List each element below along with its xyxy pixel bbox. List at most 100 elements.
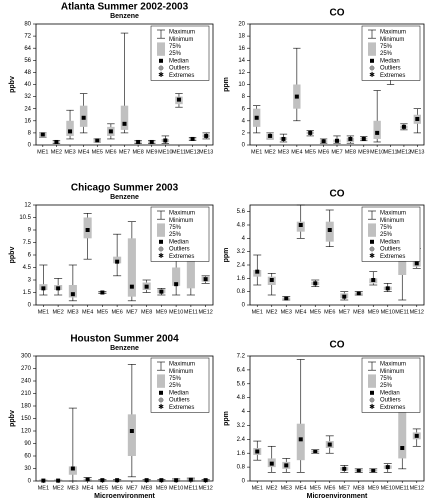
legend-label: Extremes <box>380 405 405 411</box>
median <box>414 433 419 438</box>
x-tick-label: ME1 <box>251 149 262 155</box>
chart-title: CO <box>330 8 345 19</box>
x-tick-label: ME2 <box>52 309 63 315</box>
x-tick-label: ME9 <box>358 149 369 155</box>
plot-frame <box>249 204 425 306</box>
legend-label: Median <box>380 390 400 396</box>
legend-label: Minimum <box>380 218 404 224</box>
x-tick-label: ME11 <box>384 149 398 155</box>
median <box>190 136 195 141</box>
legend-label: Extremes <box>380 254 405 260</box>
median <box>144 284 149 289</box>
y-axis-label: ppbv <box>9 247 16 264</box>
y-tick-label: 4 <box>242 236 246 242</box>
y-tick-label: 60 <box>24 454 31 460</box>
median <box>204 133 209 138</box>
y-axis-label: ppm <box>223 411 230 426</box>
y-tick-label: 24 <box>24 106 31 112</box>
median <box>70 466 75 471</box>
x-tick-label: ME3 <box>278 149 289 155</box>
legend-median <box>370 58 374 63</box>
x-tick-label: ME4 <box>295 309 306 315</box>
x-tick-label: ME6 <box>324 485 335 491</box>
y-axis-label: ppbv <box>9 76 16 93</box>
x-tick-label: ME2 <box>52 485 63 491</box>
median <box>68 129 73 134</box>
legend-label: Maximum <box>380 30 406 36</box>
legend-label: 25% <box>380 383 393 389</box>
median <box>85 228 90 232</box>
y-tick-label: 150 <box>21 416 32 422</box>
x-tick-label: ME9 <box>156 485 167 491</box>
median <box>308 130 313 135</box>
median <box>122 121 127 126</box>
y-tick-label: 40 <box>24 82 31 88</box>
x-tick-label: ME1 <box>37 149 48 155</box>
x-tick-label: ME9 <box>368 485 379 491</box>
x-tick-label: ME3 <box>64 149 75 155</box>
legend-label: 25% <box>169 51 182 57</box>
plot-frame <box>249 355 425 482</box>
x-tick-label: ME4 <box>78 149 89 155</box>
x-tick-label: ME1 <box>38 309 49 315</box>
x-tick-label: ME12 <box>410 485 424 491</box>
median <box>56 478 61 483</box>
legend-label: Extremes <box>169 73 194 79</box>
x-tick-label: ME3 <box>281 485 292 491</box>
x-tick-label: ME13 <box>199 149 213 155</box>
legend-label: Median <box>169 58 189 64</box>
y-tick-label: 64 <box>24 46 31 52</box>
median <box>95 138 100 143</box>
y-tick-label: 0 <box>28 143 32 149</box>
x-tick-label: ME5 <box>97 485 108 491</box>
legend-label: Median <box>380 58 400 64</box>
box <box>172 267 181 286</box>
median <box>371 278 376 282</box>
legend-label: 75% <box>380 225 393 231</box>
y-tick-label: 32 <box>24 94 31 100</box>
x-tick-label: ME7 <box>339 309 350 315</box>
x-tick-label: ME2 <box>266 485 277 491</box>
x-tick-label: ME9 <box>156 309 167 315</box>
y-tick-label: 20 <box>238 22 245 28</box>
median <box>41 286 46 291</box>
legend-label: Outliers <box>380 247 401 253</box>
legend-median <box>159 390 163 395</box>
legend-box <box>368 374 376 388</box>
x-tick-label: ME4 <box>295 485 306 491</box>
chart-title: CO <box>330 340 345 351</box>
median <box>281 136 286 141</box>
x-tick-label: ME12 <box>198 485 212 491</box>
x-tick-label: ME7 <box>126 485 137 491</box>
y-tick-label: 5.6 <box>237 209 246 215</box>
y-tick-label: 120 <box>21 429 32 435</box>
x-tick-label: ME4 <box>291 149 302 155</box>
legend-outlier <box>369 397 375 403</box>
legend-label: Outliers <box>380 66 401 72</box>
y-tick-label: 3.2 <box>237 423 246 429</box>
median <box>149 139 154 144</box>
x-tick-label: ME8 <box>141 485 152 491</box>
x-tick-label: ME12 <box>185 149 199 155</box>
median <box>81 115 86 120</box>
x-tick-label: ME10 <box>370 149 384 155</box>
x-tick-label: ME6 <box>111 309 122 315</box>
box <box>68 466 77 475</box>
y-tick-label: 6 <box>28 253 32 259</box>
x-tick-label: ME5 <box>310 309 321 315</box>
x-tick-label: ME10 <box>381 485 395 491</box>
y-tick-label: 30 <box>24 466 31 472</box>
x-tick-label: ME6 <box>111 485 122 491</box>
box <box>373 120 381 139</box>
y-tick-label: 0 <box>242 479 246 485</box>
y-tick-label: 90 <box>24 441 31 447</box>
legend-outlier <box>158 65 164 71</box>
median <box>284 296 289 301</box>
y-tick-label: 14 <box>238 58 245 64</box>
x-tick-label: ME2 <box>264 149 275 155</box>
y-tick-label: 5.6 <box>237 381 246 387</box>
y-tick-label: 270 <box>21 366 32 372</box>
y-tick-label: 2 <box>242 130 246 136</box>
legend-label: 75% <box>169 44 182 50</box>
